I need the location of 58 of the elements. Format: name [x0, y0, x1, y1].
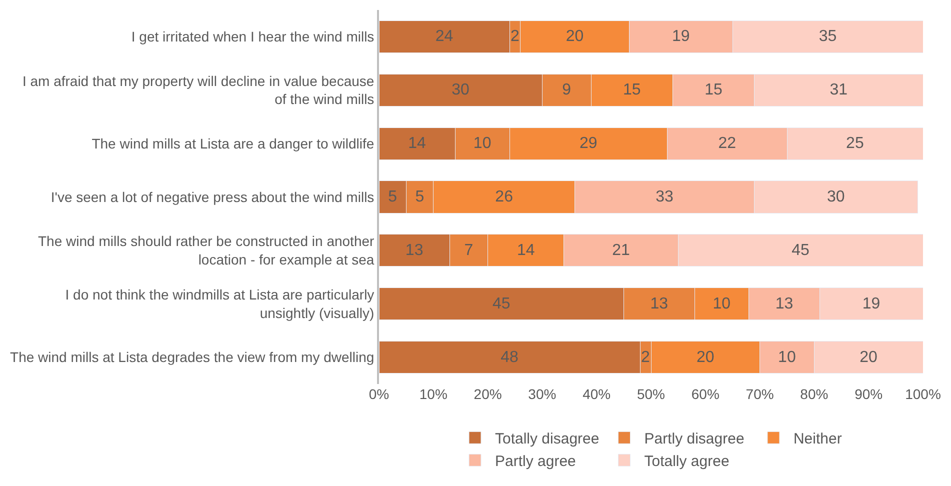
data-label: 15 [623, 82, 641, 99]
y-tick-label: I do not think the windmills at Lista are particularly unsightly (visually) [65, 286, 374, 321]
data-label: 45 [492, 295, 510, 312]
y-tick-label: I've seen a lot of negative press about the wind mills [50, 188, 374, 205]
data-label: 15 [704, 82, 723, 99]
data-label: 24 [435, 28, 454, 46]
data-label: 9 [562, 82, 572, 99]
data-label: 2 [510, 28, 520, 46]
x-tick-label: 60% [691, 386, 720, 402]
data-label: 13 [405, 242, 424, 259]
data-label: 48 [500, 348, 519, 366]
data-label: 2 [641, 348, 650, 366]
data-label: 21 [612, 242, 630, 259]
x-tick-label: 80% [800, 386, 828, 402]
data-label: 30 [827, 188, 845, 206]
data-label: 35 [818, 28, 837, 46]
data-label: 19 [672, 28, 690, 46]
x-tick-label: 10% [419, 386, 448, 402]
data-label: 13 [650, 295, 668, 312]
data-label: 10 [778, 348, 796, 366]
data-label: 14 [408, 135, 426, 152]
y-tick-label: The wind mills at Lista are a danger to wildlife [92, 135, 374, 152]
y-tick-label: The wind mills at Lista degrades the view from my dwelling [10, 349, 374, 366]
data-label: 20 [566, 28, 584, 46]
data-label: 29 [579, 135, 598, 152]
data-label: 45 [792, 242, 810, 259]
x-tick-label: 40% [582, 386, 611, 402]
data-label: 5 [415, 188, 424, 206]
data-label: 7 [464, 242, 474, 259]
legend-label: Partly disagree [644, 430, 744, 448]
y-tick-label: The wind mills should rather be constructed in another location - for example at sea [38, 233, 375, 268]
data-label: 33 [656, 188, 674, 206]
data-label: 30 [452, 82, 470, 99]
x-tick-label: 0% [368, 386, 390, 402]
data-label: 22 [718, 135, 736, 152]
data-label: 20 [860, 348, 878, 366]
x-tick-label: 30% [528, 386, 556, 402]
data-label: 10 [473, 135, 492, 152]
x-tick-label: 50% [636, 386, 666, 402]
x-tick-label: 90% [854, 386, 883, 402]
data-label: 19 [862, 295, 880, 312]
x-tick-label: 100% [905, 386, 941, 402]
legend-label: Totally disagree [495, 430, 600, 448]
legend-label: Totally agree [644, 453, 730, 470]
x-tick-label: 20% [474, 386, 502, 402]
legend-label: Neither [793, 430, 842, 448]
x-tick-label: 70% [746, 386, 774, 402]
data-label: 14 [516, 242, 535, 259]
data-label: 10 [712, 295, 731, 312]
data-label: 26 [495, 188, 514, 206]
data-label: 5 [388, 188, 398, 206]
data-label: 20 [696, 348, 714, 366]
legend-label: Partly agree [495, 453, 576, 470]
data-label: 13 [775, 295, 794, 312]
data-label: 31 [830, 82, 848, 99]
data-label: 25 [846, 135, 864, 152]
y-tick-label: I am afraid that my property will decline in value because of the wind mills [22, 72, 374, 108]
y-tick-label: I get irritated when I hear the wind mills [131, 28, 374, 45]
